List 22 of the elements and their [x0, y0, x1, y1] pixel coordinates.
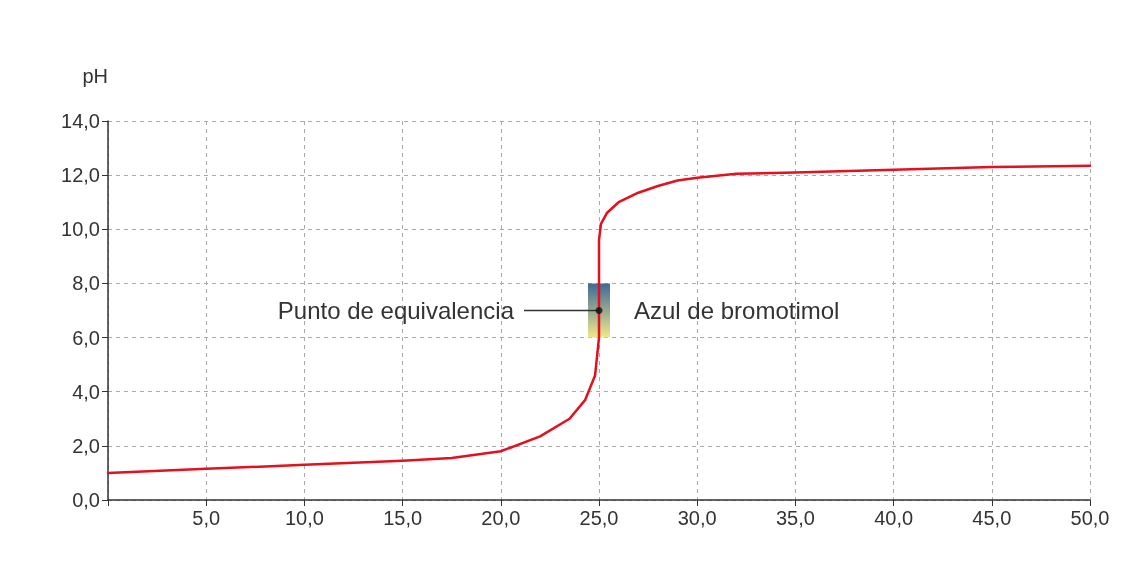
y-tick-label: 14,0	[61, 110, 100, 132]
x-tick-label: 45,0	[972, 507, 1012, 529]
y-tick-label: 10,0	[61, 218, 100, 241]
x-tick-label: 30,0	[677, 507, 717, 529]
x-tick-label: 15,0	[383, 507, 423, 529]
x-tick-label: 40,0	[874, 507, 914, 529]
y-tick-label: 4,0	[72, 380, 100, 403]
annotation: Punto de equivalencia	[277, 297, 515, 324]
x-tick-label: 10,0	[284, 507, 324, 529]
y-tick-label: 6,0	[72, 326, 100, 349]
x-tick-label: 5,0	[192, 507, 221, 529]
x-tick-label: 35,0	[775, 507, 815, 529]
y-tick-label: 8,0	[72, 272, 100, 295]
y-tick-label: 0,0	[72, 489, 100, 511]
annotation: Azul de bromotimol	[634, 297, 840, 324]
x-tick-label: 50,0	[1070, 507, 1110, 529]
y-tick-label: 2,0	[72, 434, 100, 457]
y-axis-title: pH	[82, 65, 108, 87]
x-tick-label: 20,0	[481, 507, 521, 529]
line-series	[106, 164, 1092, 475]
y-tick-label: 12,0	[61, 164, 100, 187]
x-tick-label: 25,0	[579, 507, 619, 529]
